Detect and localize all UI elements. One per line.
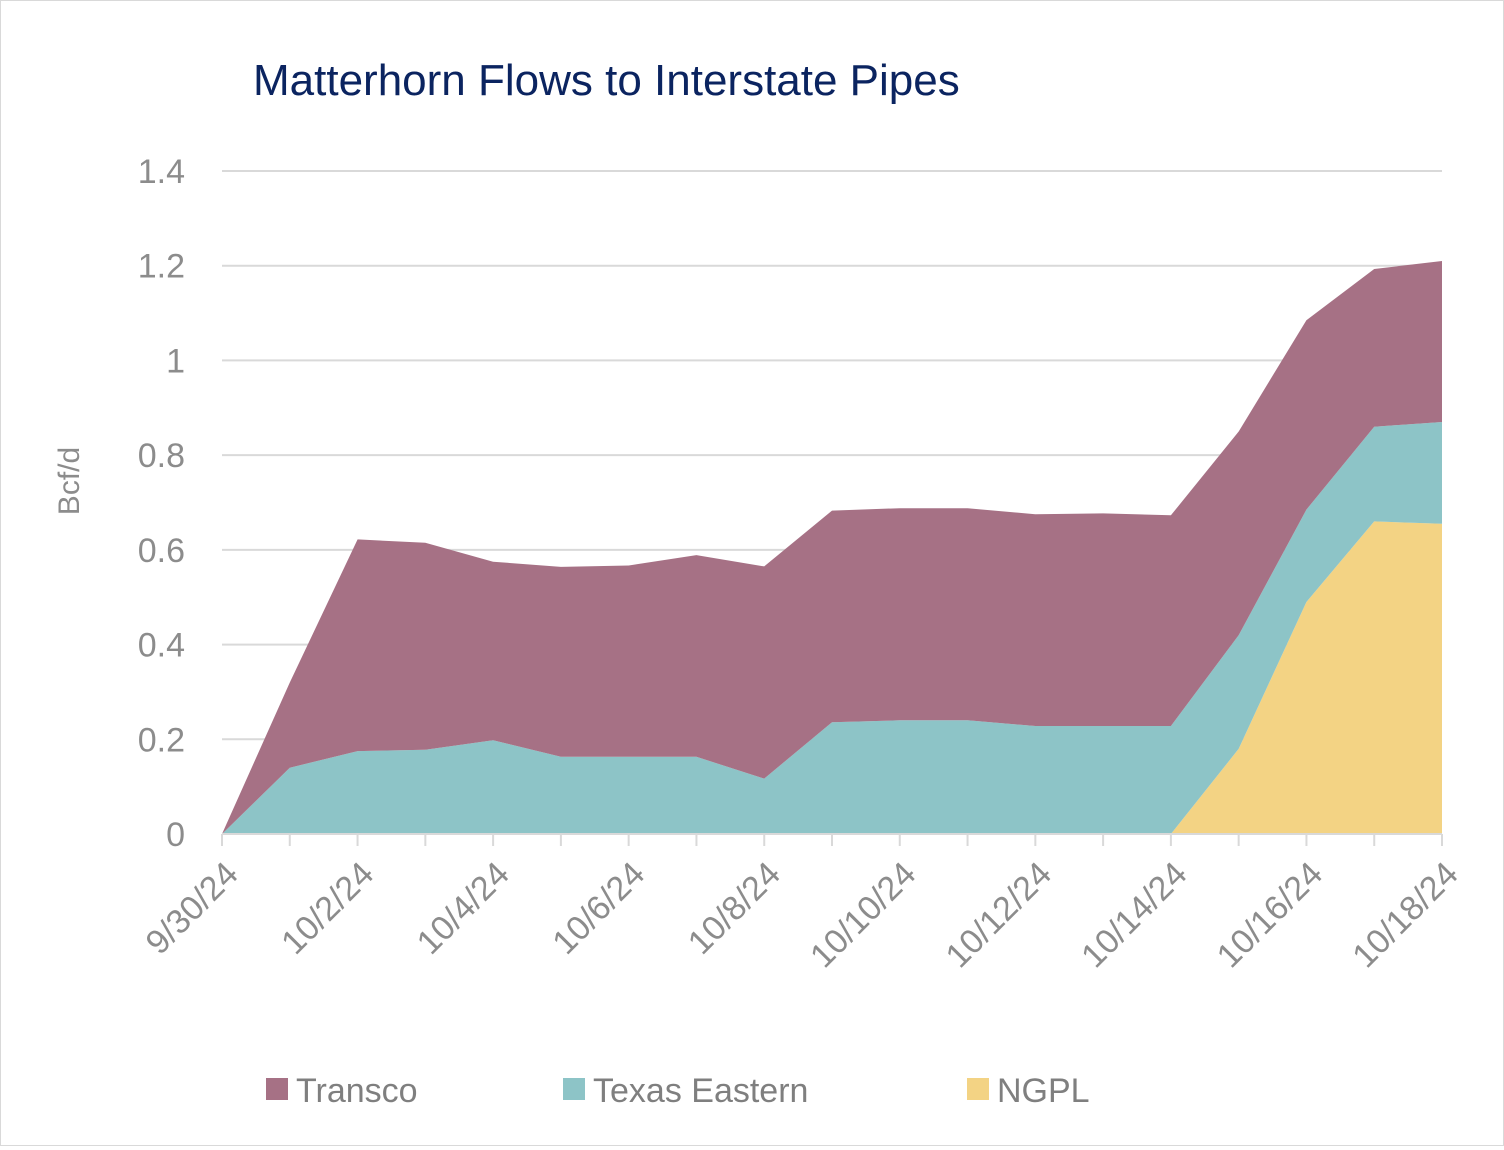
legend: Transco Texas Eastern NGPL [266,1072,1090,1110]
x-tick-label: 10/4/24 [410,855,517,962]
y-tick-labels: 0 0.2 0.4 0.6 0.8 1 1.2 1.4 [138,153,185,854]
y-tick-label: 0.4 [138,627,185,665]
legend-swatch-transco [266,1078,288,1100]
legend-swatch-ngpl [967,1078,989,1100]
y-axis-label: Bcf/d [53,447,86,515]
y-tick-label: 1 [166,342,185,380]
x-tick-label: 9/30/24 [139,855,246,962]
x-tick-label: 10/2/24 [274,855,381,962]
chart-title: Matterhorn Flows to Interstate Pipes [253,56,960,105]
legend-swatch-texas-eastern [563,1078,585,1100]
x-tick-label: 10/6/24 [545,855,652,962]
y-tick-label: 0.2 [138,721,185,759]
x-tick-labels: 9/30/24 10/2/24 10/4/24 10/6/24 10/8/24 10/10… [139,855,1466,975]
x-tick-label: 10/16/24 [1210,855,1330,975]
area-ngpl [222,521,1442,834]
x-tick-label: 10/14/24 [1074,855,1194,975]
y-tick-label: 1.4 [138,153,185,191]
x-tick-label: 10/8/24 [681,855,788,962]
x-tick-label: 10/10/24 [803,855,923,975]
y-tick-label: 0 [166,816,185,854]
area-transco [222,261,1442,834]
area-series [222,261,1442,834]
y-tick-label: 0.6 [138,532,185,570]
x-tick-label: 10/18/24 [1345,855,1465,975]
x-tick-label: 10/12/24 [939,855,1059,975]
legend-label-ngpl: NGPL [997,1072,1090,1110]
area-texas-eastern [222,422,1442,834]
y-tick-label: 1.2 [138,248,185,286]
x-axis [221,833,1443,846]
y-tick-label: 0.8 [138,437,185,475]
legend-label-texas-eastern: Texas Eastern [593,1072,808,1110]
legend-label-transco: Transco [296,1072,418,1110]
